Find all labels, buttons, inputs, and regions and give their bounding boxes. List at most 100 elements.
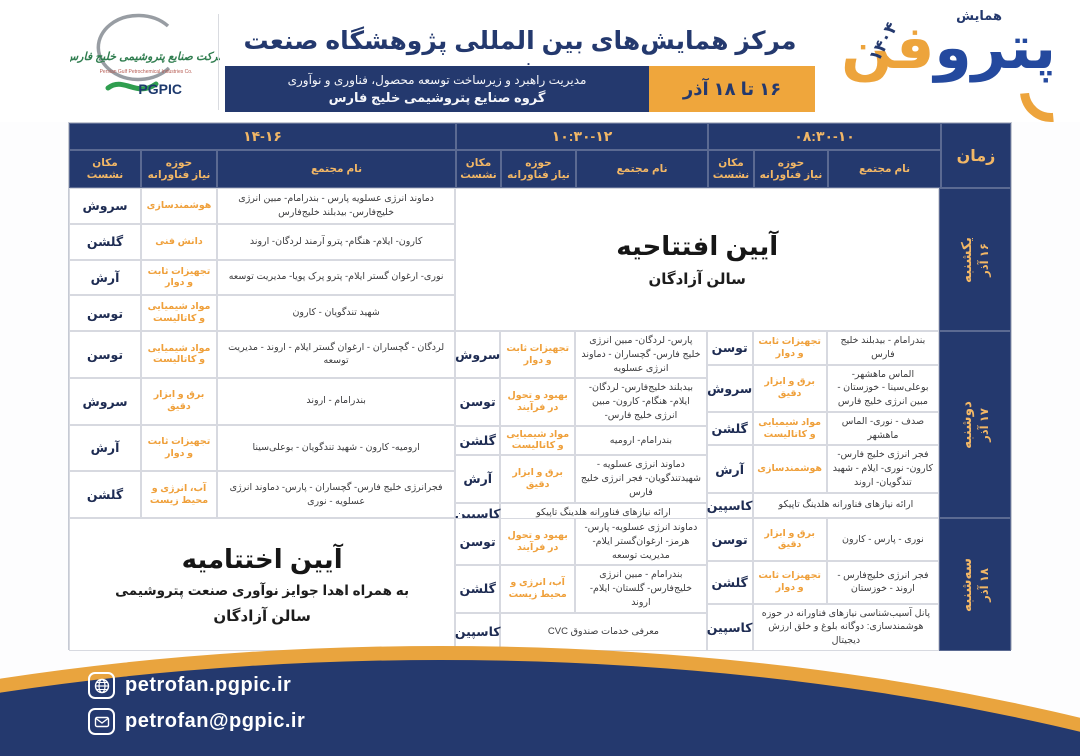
footer: petrofan.pgpic.ir petrofan@pgpic.ir — [0, 636, 1080, 756]
table-row: ارومیه- کارون - شهید تندگویان - بوعلی‌سی… — [69, 424, 456, 472]
website-link[interactable]: petrofan.pgpic.ir — [88, 672, 305, 699]
tech-need-cell: تجهیزات ثابت و دوار — [500, 331, 576, 379]
complex-names-cell: دماوند انرژی عسلویه - شهیدتندگویان- فجر … — [575, 455, 707, 503]
day-cell: یکشنبه ۱۶ آذر — [939, 188, 1011, 331]
complex-names-cell: فجرانرژی خلیج فارس- گچساران - پارس- دماو… — [217, 471, 456, 518]
table-row: پارس- لردگان- مبین انرژی خلیج فارس- گچسا… — [455, 331, 707, 379]
table-row: الماس ماهشهر- بوعلی‌سینا - خوزستان - مبی… — [706, 364, 940, 412]
day-cell: دوشنبه ۱۷ آذر — [939, 331, 1011, 518]
tech-need-cell: مواد شیمیایی و کاتالیست — [752, 411, 827, 446]
website-url[interactable]: petrofan.pgpic.ir — [125, 674, 292, 696]
table-row: فجر انرژی خلیج فارس- کارون- نوری- ایلام … — [706, 445, 940, 493]
ceremony-hall: سالن آزادگان — [213, 608, 311, 625]
session-location-cell: آرش — [69, 259, 142, 296]
complex-names-cell: کارون- ایلام- هنگام- پترو آرمند لردگان- … — [217, 223, 456, 260]
session-location-cell: سروش — [69, 377, 142, 425]
day-name: یکشنبه — [959, 236, 975, 283]
pgpic-logo-icon: شرکت صنایع پتروشیمی خلیج فارس Persian Gu… — [64, 13, 228, 97]
table-row: فجرانرژی خلیج فارس- گچساران - پارس- دماو… — [69, 471, 456, 518]
time-column-header: زمان — [941, 123, 1011, 188]
complex-names-cell: لردگان - گچساران - ارغوان گستر ایلام - ا… — [217, 331, 456, 378]
pgpic-fa-name: شرکت صنایع پتروشیمی خلیج فارس — [70, 51, 220, 63]
complex-names-cell: الماس ماهشهر- بوعلی‌سینا - خوزستان - مبی… — [826, 364, 940, 412]
col-header-line: نیاز فناورانه — [507, 169, 570, 181]
globe-icon — [88, 672, 115, 699]
tech-need-cell: مواد شیمیایی و کاتالیست — [500, 425, 576, 456]
ceremony-subtitle: به همراه اهدا جوایز نوآوری صنعت پتروشیمی — [115, 583, 410, 598]
col-header-line: نیاز فناورانه — [759, 169, 823, 181]
col-header-line: مکان — [718, 156, 744, 169]
table-row: پانل آسیب‌شناسی نیازهای فناورانه در حوزه… — [706, 603, 940, 652]
table-row: دماوند انرژی عسلویه - شهیدتندگویان- فجر … — [455, 455, 707, 503]
email-address[interactable]: petrofan@pgpic.ir — [125, 710, 306, 732]
pgpic-logo: شرکت صنایع پتروشیمی خلیج فارس Persian Gu… — [64, 12, 228, 116]
day-name: سه‌شنبه — [959, 557, 975, 612]
session-location-cell: کاسپین — [706, 492, 753, 518]
session-location-cell: گلشن — [455, 425, 501, 456]
col-header-line: مکان — [92, 156, 118, 169]
merged-session-cell: ارائه نیازهای فناورانه هلدینگ تاپیکو — [752, 492, 940, 518]
col-header-line: نشست — [712, 169, 750, 181]
day-cell: سه‌شنبه ۱۸ آذر — [939, 518, 1011, 651]
day-label: دوشنبه ۱۷ آذر — [959, 401, 991, 449]
complex-names-cell: ارومیه- کارون - شهید تندگویان - بوعلی‌سی… — [217, 424, 456, 472]
complex-names-cell: دماوند انرژی عسلویه پارس - بندرامام- مبی… — [217, 188, 456, 224]
session-location-cell: سروش — [706, 364, 753, 412]
session-location-cell: توسن — [69, 331, 142, 378]
table-row: دماوند انرژی عسلویه- پارس- هرمز- ارغوان‌… — [455, 518, 707, 566]
table-body: یکشنبه ۱۶ آذر آیین افتتاحیه سالن آزادگان دما… — [69, 188, 1011, 652]
schedule-table: زمان ۰۸:۳۰-۱۰ نام مجتمع حوزه نیاز فناورا… — [68, 122, 1012, 652]
day-band: یکشنبه ۱۶ آذر آیین افتتاحیه سالن آزادگان دما… — [69, 188, 1011, 331]
organizer-line1: مدیریت راهبرد و زیرساخت توسعه محصول، فنا… — [287, 72, 587, 87]
petrofan-logo: همایش پتروفن ۱۴۰۴ — [841, 2, 1080, 135]
complex-names-cell: صدف - نوری- الماس ماهشهر — [826, 411, 940, 446]
col-header-line: نشست — [460, 169, 497, 181]
complex-names-cell: نوری- ارغوان گستر ایلام- پترو پرک پویا- … — [217, 259, 456, 296]
table-row: لردگان - گچساران - ارغوان گستر ایلام - ا… — [69, 331, 456, 378]
session-location-cell: توسن — [455, 378, 501, 426]
day-band: دوشنبه ۱۷ آذر بندرامام - بیدبلند خلیج فارس… — [69, 331, 1011, 524]
col-header-line: مکان — [465, 156, 492, 169]
timeblock-header-1030-12: ۱۰:۳۰-۱۲ نام مجتمع حوزه نیاز فناورانه مک… — [456, 123, 708, 188]
table-row: بندرامام - اروند برق و ابزار دقیق سروش — [69, 377, 456, 425]
header: شرکت صنایع پتروشیمی خلیج فارس Persian Gu… — [0, 0, 1080, 135]
col-header-complex-name: نام مجتمع — [828, 150, 941, 188]
complex-names-cell: نوری - پارس - کارون — [826, 518, 940, 561]
tech-need-cell: تجهیزات ثابت و دوار — [752, 331, 827, 365]
event-type-label: همایش — [956, 8, 1002, 23]
tech-need-cell: بهبود و تحول در فرآیند — [500, 378, 576, 426]
col-header-line: نشست — [86, 169, 124, 181]
email-link[interactable]: petrofan@pgpic.ir — [88, 708, 305, 735]
complex-names-cell: دماوند انرژی عسلویه- پارس- هرمز- ارغوان‌… — [575, 518, 707, 566]
email-icon — [88, 708, 115, 735]
ceremony-cell: آیین افتتاحیه سالن آزادگان — [455, 188, 940, 331]
day-date: ۱۷ آذر — [979, 407, 992, 442]
session-location-cell: توسن — [706, 331, 753, 365]
col-header-line: حوزه — [777, 156, 805, 169]
col-header-session-place: مکان نشست — [456, 150, 501, 188]
complex-names-cell: فجر انرژی خلیج‌فارس - اروند - خوزستان — [826, 560, 940, 604]
session-location-cell: گلشن — [706, 411, 753, 446]
session-location-cell: گلشن — [706, 560, 753, 604]
col-header-session-place: مکان نشست — [69, 150, 141, 188]
header-subrow: ۱۶ تا ۱۸ آذر مدیریت راهبرد و زیرساخت توس… — [225, 66, 815, 112]
table-row: شهید تندگویان - کارون مواد شیمیایی و کاتا… — [69, 295, 456, 331]
session-location-cell: گلشن — [455, 565, 501, 613]
tech-need-cell: آب، انرژی و محیط زیست — [141, 471, 218, 518]
table-row: فجر انرژی خلیج‌فارس - اروند - خوزستان تجه… — [706, 560, 940, 604]
contact-list: petrofan.pgpic.ir petrofan@pgpic.ir — [88, 672, 305, 735]
complex-names-cell: شهید تندگویان - کارون — [217, 295, 456, 331]
organizer-line2: گروه صنایع پتروشیمی خلیج فارس — [328, 89, 546, 105]
ceremony-cell: آیین اختتامیه به همراه اهدا جوایز نوآوری … — [69, 518, 456, 651]
table-row: بندرامام- ارومیه مواد شیمیایی و کاتالیست گ… — [455, 425, 707, 456]
tech-need-cell: برق و ابزار دقیق — [752, 518, 827, 561]
session-block-b3: لردگان - گچساران - ارغوان گستر ایلام - ا… — [69, 331, 456, 518]
session-location-cell: آرش — [455, 455, 501, 503]
col-header-tech-need: حوزه نیاز فناورانه — [141, 150, 217, 188]
session-location-cell: توسن — [706, 518, 753, 561]
tech-need-cell: برق و ابزار دقیق — [752, 364, 827, 412]
petrofan-wordmark: پتروفن — [841, 18, 1056, 78]
tech-need-cell: برق و ابزار دقیق — [141, 377, 218, 425]
complex-names-cell: بندرامام- ارومیه — [575, 425, 707, 456]
table-row: بیدبلند خلیج‌فارس- لردگان- ایلام- هنگام-… — [455, 378, 707, 426]
